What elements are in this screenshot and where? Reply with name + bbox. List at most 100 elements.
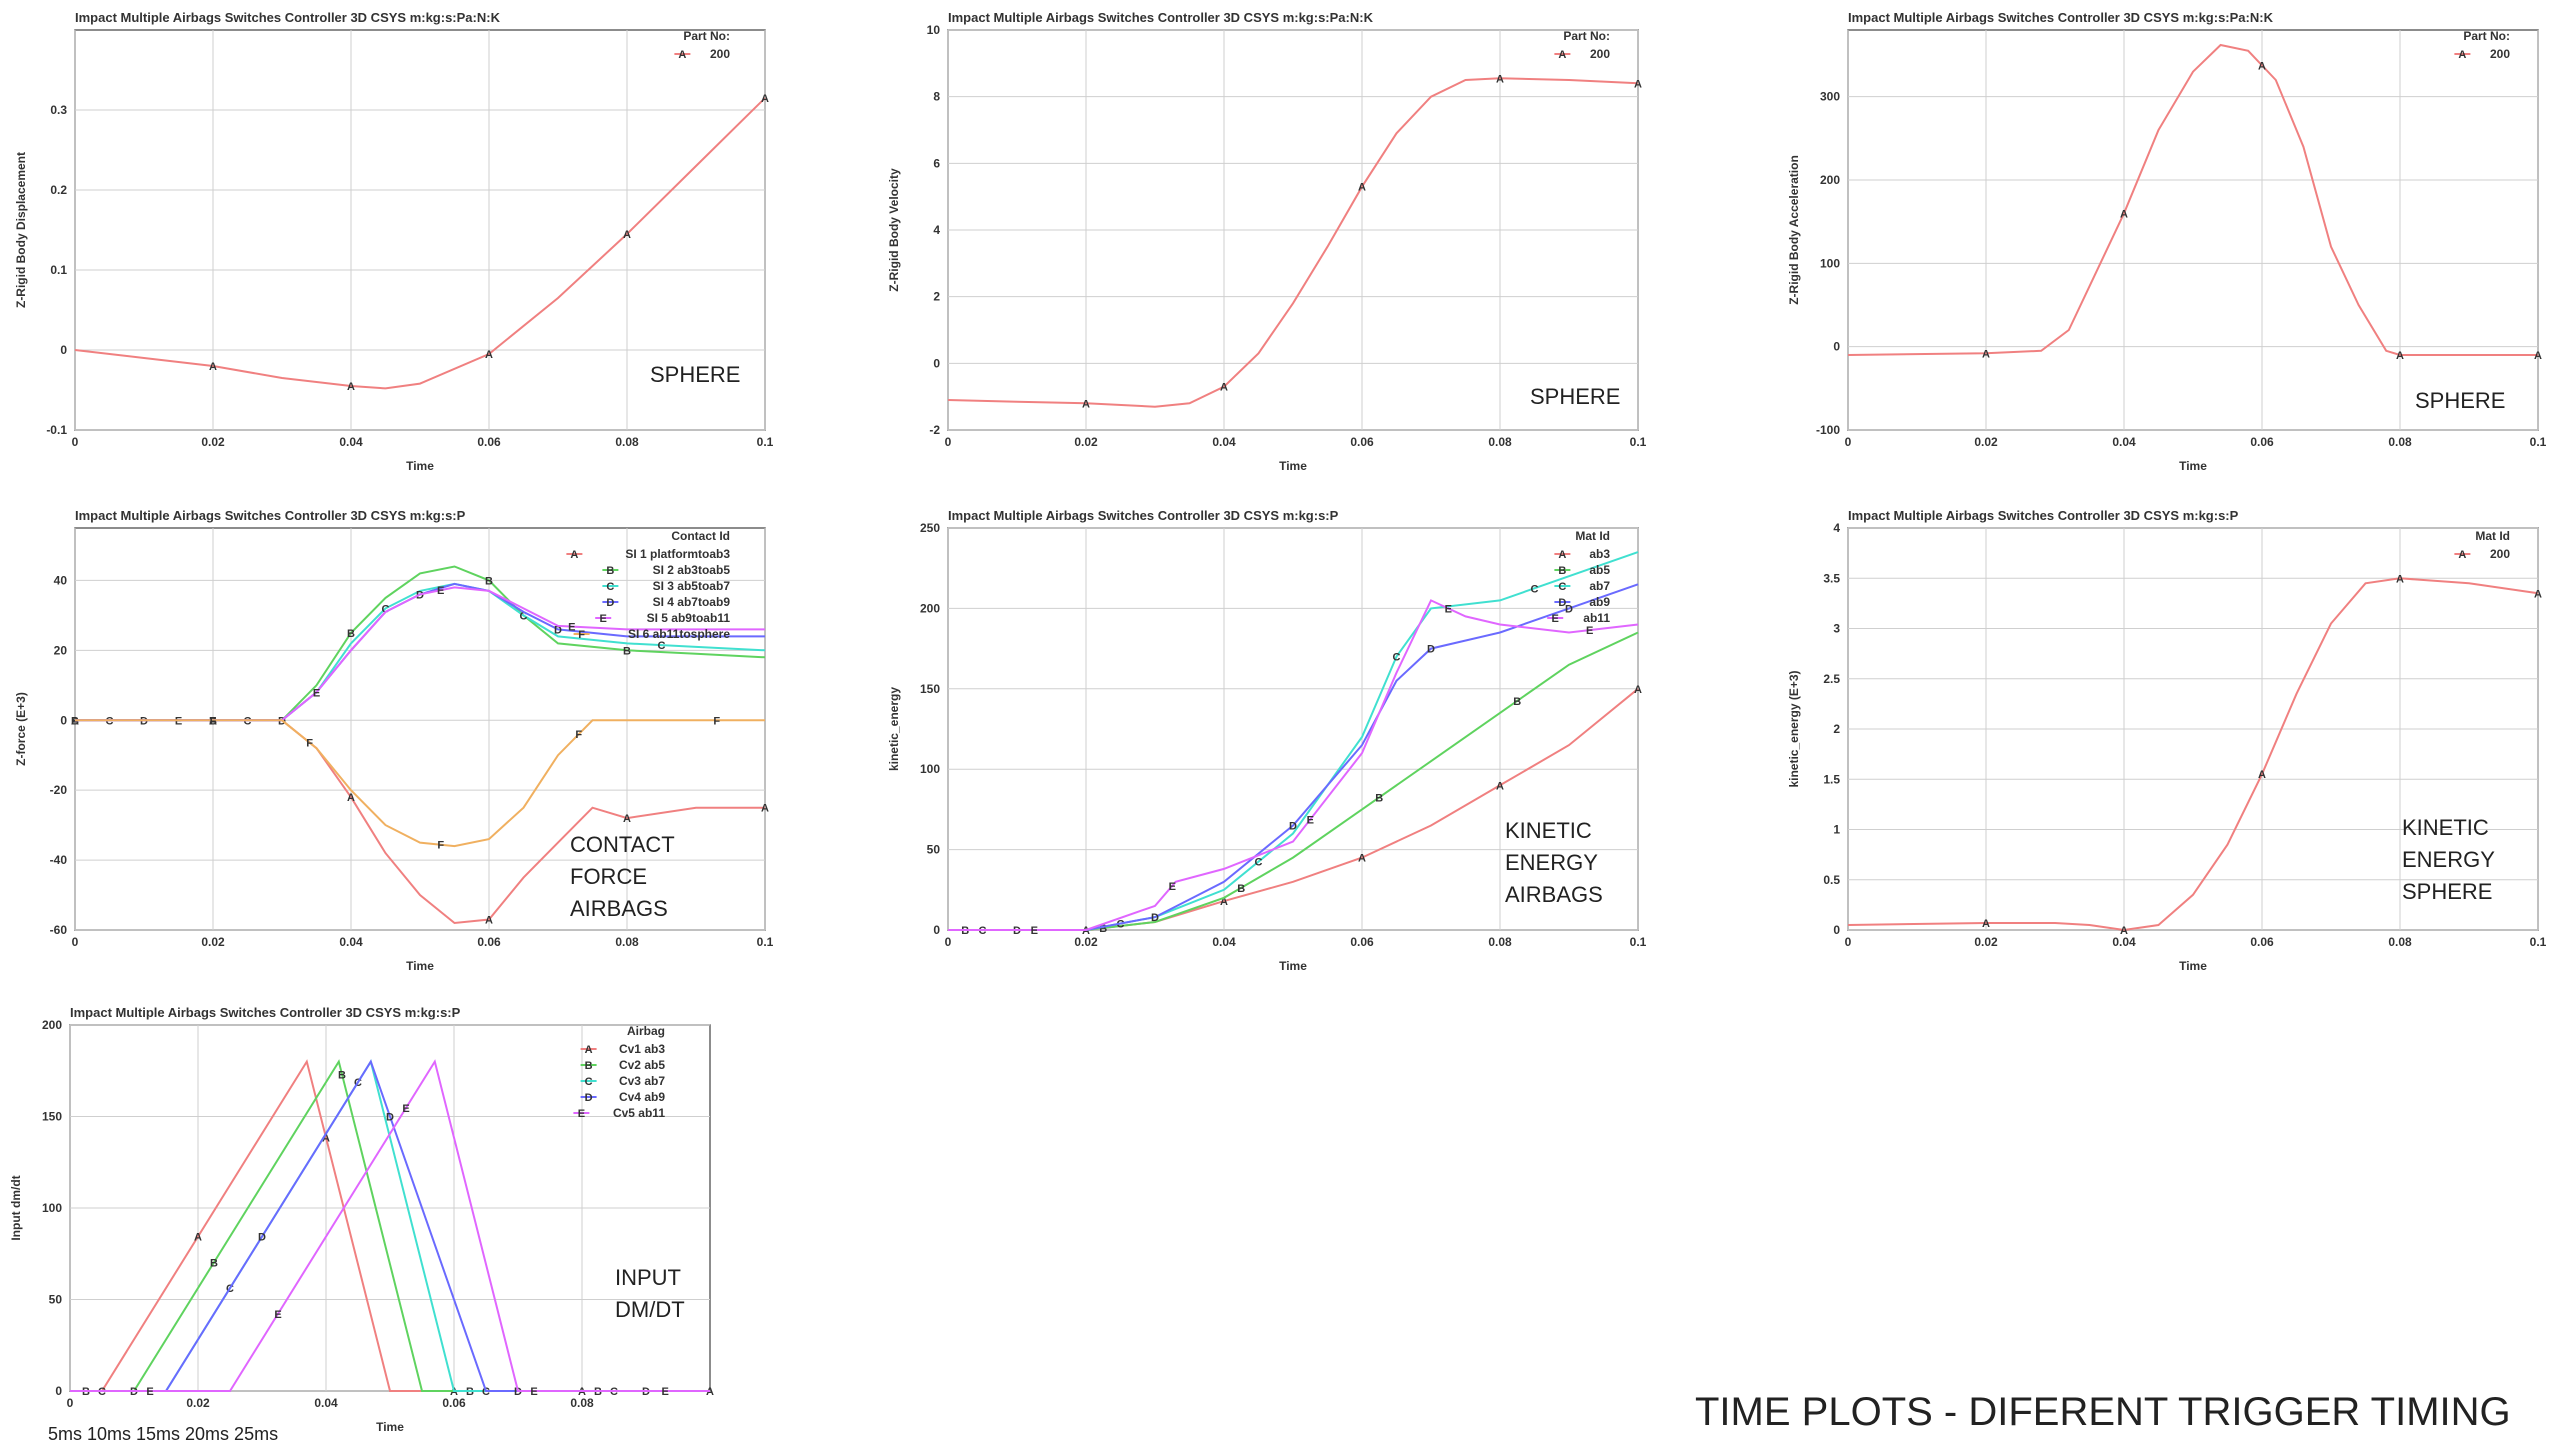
series-marker: A — [623, 229, 631, 241]
x-tick-label: 0.06 — [442, 1396, 466, 1410]
legend-marker: D — [585, 1092, 593, 1104]
legend-entry: ab11 — [1583, 611, 1610, 625]
series-marker: D — [258, 1232, 266, 1244]
legend-entry: SI 5 ab9toab11 — [647, 611, 731, 625]
y-axis-label: Z-force (E+3) — [14, 692, 28, 766]
x-tick-label: 0.08 — [2388, 435, 2412, 449]
series-marker: A — [485, 915, 493, 927]
x-axis-label: Time — [1279, 959, 1307, 973]
y-tick-label: 150 — [920, 682, 940, 696]
y-tick-label: -100 — [1816, 423, 1840, 437]
x-tick-label: 0.08 — [615, 435, 639, 449]
x-tick-label: 0.06 — [477, 935, 501, 949]
series-marker: A — [2534, 350, 2542, 362]
legend-marker: D — [1558, 597, 1566, 609]
x-tick-label: 0.08 — [1488, 435, 1512, 449]
plot-frame — [947, 527, 1639, 931]
legend-title: Part No: — [683, 29, 730, 43]
series-marker: E — [437, 585, 444, 597]
legend-marker: A — [570, 549, 578, 561]
series-marker: A — [1982, 918, 1990, 930]
x-tick-label: 0.02 — [201, 435, 225, 449]
x-axis-label: Time — [376, 1420, 404, 1434]
series-marker: A — [1358, 853, 1366, 865]
x-tick-label: 0.02 — [1074, 935, 1098, 949]
series-marker: F — [575, 729, 582, 741]
legend-entry: 200 — [710, 47, 730, 61]
chart-dmdt: 0 0.02 0.04 0.06 0.08 0 50 100 150 200 Impact Mult… — [9, 1005, 714, 1434]
y-tick-label: 3 — [1833, 622, 1840, 636]
y-axis-label: kinetic_energy (E+3) — [1787, 670, 1801, 787]
x-tick-label: 0 — [945, 935, 952, 949]
legend-entry: Cv1 ab3 — [619, 1042, 665, 1056]
y-tick-label: 100 — [42, 1201, 62, 1215]
chart-title: Impact Multiple Airbags Switches Control… — [75, 10, 501, 25]
y-tick-label: 6 — [933, 156, 940, 170]
series-marker: A — [1634, 684, 1642, 696]
x-tick-label: 0.1 — [1630, 935, 1647, 949]
series-line — [75, 586, 765, 722]
y-tick-label: 150 — [42, 1110, 62, 1124]
x-tick-label: 0.02 — [186, 1396, 210, 1410]
chart-ke_sphere: 0 0.02 0.04 0.06 0.08 0.1 0 0.5 1 1.5 2 2.5 3 3.5 4 Imp… — [1787, 508, 2547, 973]
chart-title: Impact Multiple Airbags Switches Control… — [70, 1005, 461, 1020]
legend-entry: Cv3 ab7 — [619, 1074, 665, 1088]
x-tick-label: 0.08 — [1488, 935, 1512, 949]
series-marker: A — [2396, 573, 2404, 585]
legend-title: Mat Id — [1575, 529, 1610, 543]
series-marker: A — [1220, 382, 1228, 394]
series-marker: A — [2534, 588, 2542, 600]
y-tick-label: 0 — [60, 713, 67, 727]
legend-marker: A — [678, 49, 686, 61]
series-marker: A — [1358, 182, 1366, 194]
x-tick-label: 0.06 — [2250, 935, 2274, 949]
series-marker: B — [1513, 696, 1521, 708]
y-tick-label: 20 — [54, 643, 68, 657]
series-marker: E — [402, 1103, 409, 1115]
series-marker: F — [437, 840, 444, 852]
series-marker: A — [2258, 769, 2266, 781]
y-tick-label: 40 — [54, 573, 68, 587]
legend-entry: 200 — [1590, 47, 1610, 61]
series-marker: D — [1289, 820, 1297, 832]
legend-marker: C — [606, 581, 614, 593]
y-tick-label: 0 — [933, 923, 940, 937]
x-tick-label: 0.04 — [339, 935, 363, 949]
series-marker: E — [1307, 814, 1314, 826]
series-marker: B — [347, 628, 355, 640]
legend-title: Part No: — [2463, 29, 2510, 43]
chart-title: Impact Multiple Airbags Switches Control… — [1848, 10, 2274, 25]
series-marker: C — [382, 603, 390, 615]
y-axis-label: Z-Rigid Body Acceleration — [1787, 155, 1801, 305]
y-axis-label: kinetic_energy — [887, 687, 901, 771]
y-tick-label: 4 — [933, 223, 940, 237]
series-marker: B — [1375, 792, 1383, 804]
series-marker: D — [1565, 603, 1573, 615]
x-tick-label: 0.02 — [1974, 435, 1998, 449]
chart-annotation: INPUT — [615, 1265, 681, 1290]
series-marker: D — [1151, 912, 1159, 924]
series-marker: A — [194, 1232, 202, 1244]
chart-disp: 0 0.02 0.04 0.06 0.08 0.1 -0.1 0 0.1 0.2 0.3 Impact… — [14, 10, 774, 473]
series-marker: A — [1496, 780, 1504, 792]
y-tick-label: 50 — [927, 843, 941, 857]
y-axis-label: Z-Rigid Body Displacement — [14, 152, 28, 308]
x-tick-label: 0.02 — [1074, 435, 1098, 449]
x-tick-label: 0.04 — [2112, 435, 2136, 449]
series-marker: F — [210, 715, 217, 727]
x-tick-label: 0.06 — [1350, 935, 1374, 949]
x-tick-label: 0 — [72, 935, 79, 949]
x-tick-label: 0.02 — [1974, 935, 1998, 949]
y-tick-label: 2 — [933, 290, 940, 304]
series-marker: A — [623, 813, 631, 825]
series-marker: C — [520, 610, 528, 622]
legend-entry: 200 — [2490, 547, 2510, 561]
series-marker: E — [146, 1386, 153, 1398]
chart-annotation: SPHERE — [2402, 879, 2492, 904]
series-marker: C — [1255, 857, 1263, 869]
x-tick-label: 0.1 — [2530, 935, 2547, 949]
chart-annotation: ENERGY — [1505, 850, 1598, 875]
series-marker: A — [347, 381, 355, 393]
legend-marker: B — [1558, 565, 1566, 577]
